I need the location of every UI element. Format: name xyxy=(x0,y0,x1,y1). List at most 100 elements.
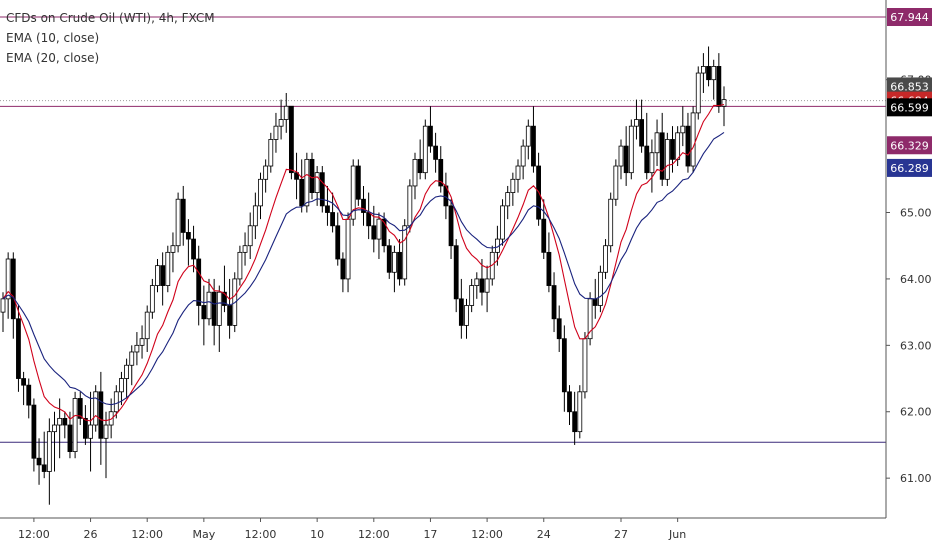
candle-up xyxy=(170,245,176,253)
candle-up xyxy=(175,198,181,247)
candle-up xyxy=(268,139,274,167)
y-tick-label: 65.000 xyxy=(900,207,932,220)
legend-title[interactable]: CFDs on Crude Oil (WTI), 4h, FXCM xyxy=(6,11,215,25)
y-tick-label: 62.000 xyxy=(900,406,932,419)
ema20-line xyxy=(2,131,725,406)
price-label-text: 66.853 xyxy=(890,80,929,93)
candle-up xyxy=(5,258,11,300)
candle-down xyxy=(191,238,196,260)
x-tick-label: 26 xyxy=(84,528,98,541)
candle-down xyxy=(340,258,346,280)
candle-down xyxy=(366,212,372,227)
candle-up xyxy=(603,245,608,273)
candle-up xyxy=(618,145,624,167)
candle-up xyxy=(304,158,310,207)
legend-ema10[interactable]: EMA (10, close) xyxy=(6,31,100,45)
candle-down xyxy=(196,258,202,306)
candle-up xyxy=(474,278,480,286)
candle-up xyxy=(278,119,284,127)
candle-down xyxy=(448,205,454,247)
chart-legend: CFDs on Crude Oil (WTI), 4h, FXCM EMA (1… xyxy=(6,8,215,68)
candle-up xyxy=(242,245,248,253)
price-label-text: 66.329 xyxy=(890,139,929,152)
x-tick-label: Jun xyxy=(668,528,686,541)
candle-down xyxy=(355,165,361,200)
candle-down xyxy=(319,172,325,207)
candle-down xyxy=(288,105,294,174)
candle-down xyxy=(16,318,21,379)
candle-up xyxy=(252,205,258,227)
candle-up xyxy=(721,99,727,107)
x-tick-label: 10 xyxy=(310,528,324,541)
candle-down xyxy=(572,411,578,433)
candle-down xyxy=(428,125,433,147)
candle-up xyxy=(155,265,160,286)
candle-up xyxy=(0,298,6,313)
candle-up xyxy=(263,165,269,180)
price-label-box xyxy=(887,8,932,27)
y-tick-label: 64.000 xyxy=(900,273,932,286)
candle-down xyxy=(330,212,336,227)
candle-down xyxy=(335,225,341,260)
price-label-text: 66.599 xyxy=(890,101,929,114)
candle-up xyxy=(345,218,351,280)
candle-up xyxy=(701,66,706,74)
candle-up xyxy=(273,125,279,140)
candle-up xyxy=(103,424,109,439)
candle-up xyxy=(88,424,93,439)
price-label-text: 67.944 xyxy=(890,11,929,24)
candle-down xyxy=(592,298,598,306)
candle-down xyxy=(453,245,459,300)
candle-down xyxy=(567,391,572,413)
candle-up xyxy=(711,66,717,81)
candle-up xyxy=(247,225,253,247)
candle-down xyxy=(36,457,42,466)
candle-up xyxy=(113,391,119,413)
candle-down xyxy=(556,318,562,340)
candle-up xyxy=(613,165,619,200)
candle-down xyxy=(561,338,567,393)
candle-up xyxy=(484,278,490,293)
candle-down xyxy=(62,417,68,426)
candle-down xyxy=(659,132,665,180)
candle-up xyxy=(598,271,603,306)
legend-ema20[interactable]: EMA (20, close) xyxy=(6,51,100,65)
candle-up xyxy=(376,218,382,240)
candle-up xyxy=(149,285,155,313)
candle-down xyxy=(361,198,366,213)
candle-down xyxy=(716,66,722,107)
candle-up xyxy=(649,152,655,174)
candle-down xyxy=(299,178,305,207)
candle-up xyxy=(500,205,505,240)
candle-up xyxy=(402,225,408,280)
candle-up xyxy=(165,251,171,286)
candle-up xyxy=(664,139,670,180)
candle-down xyxy=(546,251,552,286)
candle-down xyxy=(294,172,299,180)
candle-up xyxy=(520,145,526,167)
candle-up xyxy=(695,72,701,114)
price-label-box xyxy=(887,158,932,177)
candle-down xyxy=(541,218,547,253)
candle-down xyxy=(458,298,464,326)
candle-down xyxy=(623,145,629,174)
candle-up xyxy=(139,338,145,346)
candle-up xyxy=(582,338,588,393)
candle-down xyxy=(397,251,402,280)
x-tick-label: 12:00 xyxy=(245,528,277,541)
candle-up xyxy=(258,178,263,207)
candle-up xyxy=(134,344,140,353)
candle-up xyxy=(57,417,63,426)
candle-down xyxy=(26,384,32,406)
candle-down xyxy=(98,391,104,439)
candle-up xyxy=(124,364,129,379)
candle-down xyxy=(531,125,536,167)
candle-up xyxy=(350,165,356,220)
candle-up xyxy=(525,125,531,147)
candle-up xyxy=(46,431,52,472)
candle-up xyxy=(680,125,686,134)
candle-up xyxy=(628,125,634,174)
candle-down xyxy=(433,145,439,160)
